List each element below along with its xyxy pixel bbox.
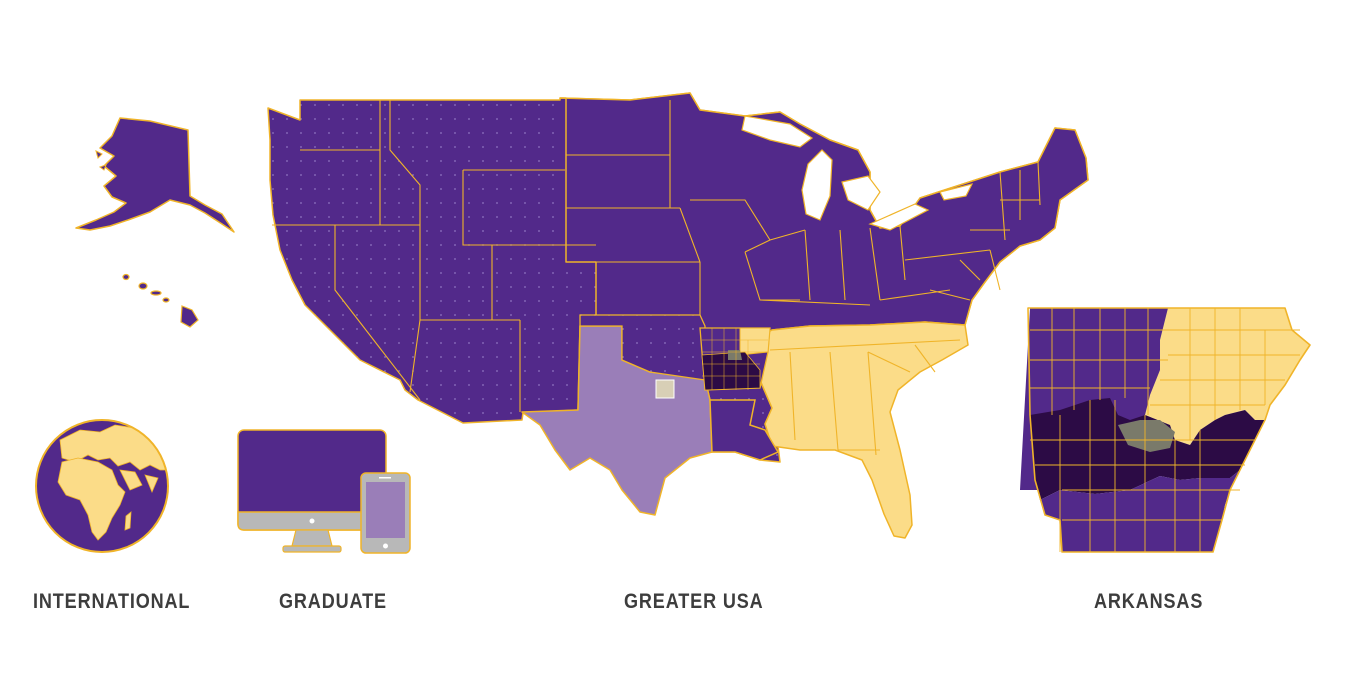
globe-icon[interactable] xyxy=(35,419,175,553)
arkansas-mini-map[interactable] xyxy=(699,327,771,391)
hawaii-region[interactable] xyxy=(122,273,199,328)
graduate-label[interactable]: GRADUATE xyxy=(279,590,387,613)
international-label[interactable]: INTERNATIONAL xyxy=(33,590,191,613)
greater-usa-label[interactable]: GREATER USA xyxy=(624,590,764,613)
tablet-icon[interactable] xyxy=(360,472,411,554)
alaska-region[interactable] xyxy=(75,117,235,233)
continental-usa-map[interactable] xyxy=(267,92,1089,539)
arkansas-county-map[interactable] xyxy=(1020,307,1311,553)
arkansas-label[interactable]: ARKANSAS xyxy=(1094,590,1204,613)
